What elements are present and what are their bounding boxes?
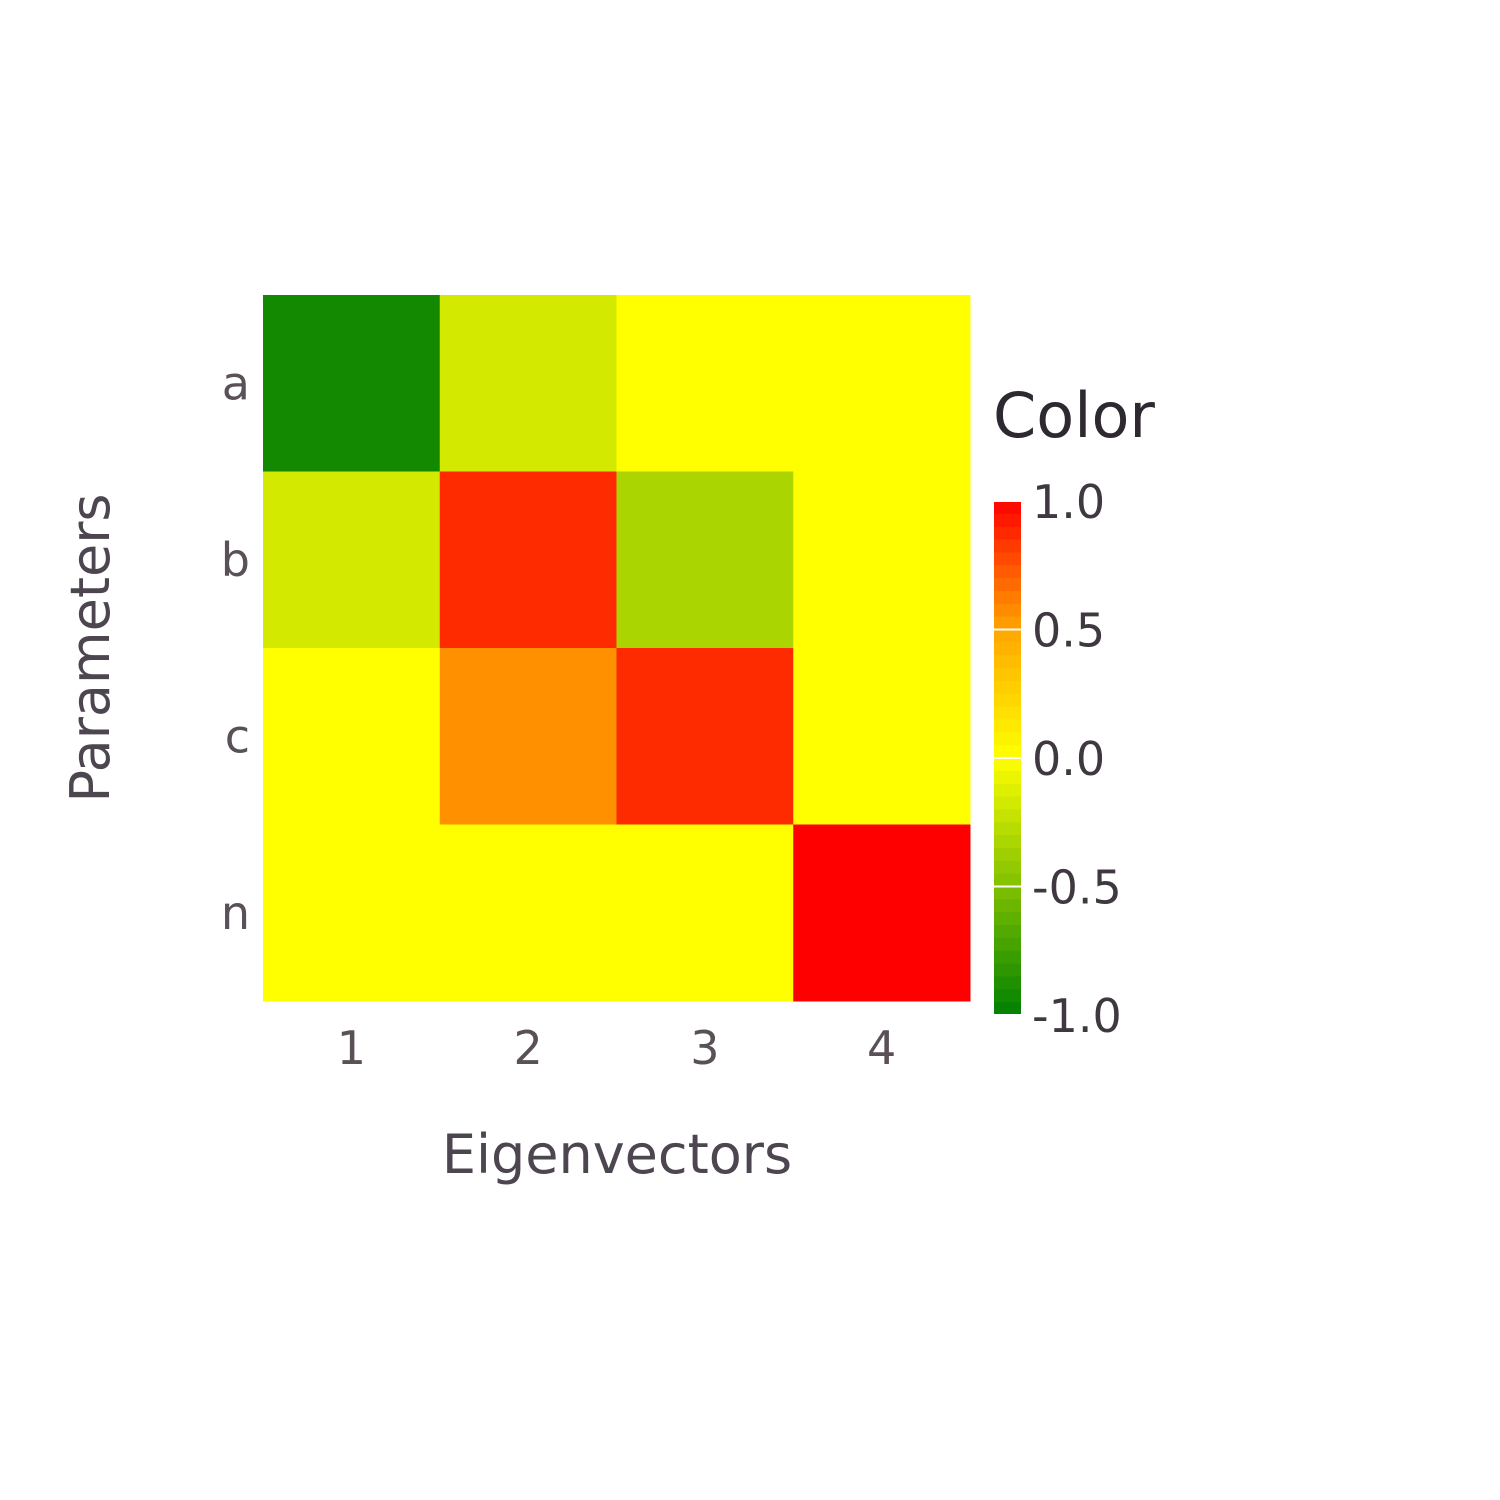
colorbar-segment <box>994 629 1021 643</box>
colorbar-segment <box>994 719 1021 733</box>
colorbar-gradient <box>994 501 1021 1016</box>
heatmap-cell-b-2 <box>439 471 617 649</box>
heatmap-cell-b-4 <box>793 471 971 649</box>
colorbar-segment <box>994 642 1021 656</box>
y-axis-title: Parameters <box>59 493 122 802</box>
x-tick-label: 3 <box>690 1021 719 1075</box>
colorbar-segment <box>994 1002 1021 1016</box>
colorbar-segment <box>994 706 1021 721</box>
colorbar-segment <box>994 847 1021 862</box>
heatmap-cell-c-3 <box>616 648 794 825</box>
heatmap-cell-a-4 <box>793 295 971 472</box>
colorbar-title: Color <box>993 379 1155 452</box>
colorbar-segment <box>994 770 1021 785</box>
heatmap-cell-c-1 <box>263 648 441 825</box>
y-tick-label: n <box>221 886 250 940</box>
colorbar-segment <box>994 539 1021 553</box>
colorbar-tick-label: 1.0 <box>1032 475 1105 529</box>
colorbar-segment <box>994 886 1021 900</box>
colorbar-tick-label: 0.5 <box>1032 604 1105 658</box>
x-tick-label: 1 <box>337 1021 366 1075</box>
x-tick-label: 4 <box>867 1021 896 1075</box>
heatmap-cell-n-4 <box>793 824 971 1002</box>
colorbar-segment <box>994 616 1021 631</box>
colorbar-segment <box>994 693 1021 708</box>
colorbar-segment <box>994 912 1021 926</box>
colorbar-segment <box>994 873 1021 888</box>
colorbar-segment <box>994 590 1021 605</box>
heatmap-cell-a-3 <box>616 295 794 472</box>
colorbar-segment <box>994 745 1021 759</box>
colorbar-segment <box>994 655 1021 669</box>
x-tick-label: 2 <box>513 1021 542 1075</box>
heatmap-cell-b-1 <box>263 471 441 649</box>
y-axis-ticks: a b c n <box>221 356 250 940</box>
heatmap-cell-c-2 <box>439 648 617 825</box>
y-tick-label: b <box>221 533 250 587</box>
colorbar-segment <box>994 552 1021 566</box>
colorbar-segment <box>994 513 1021 528</box>
colorbar-tick-label: 0.0 <box>1032 732 1105 786</box>
colorbar-segment <box>994 680 1021 695</box>
heatmap-cell-c-4 <box>793 648 971 825</box>
colorbar-tick-label: -0.5 <box>1032 861 1122 915</box>
colorbar-segment <box>994 899 1021 913</box>
colorbar-segment <box>994 578 1021 592</box>
heatmap-cell-n-1 <box>263 824 441 1002</box>
colorbar-segment <box>994 732 1021 746</box>
colorbar-segment <box>994 783 1021 798</box>
colorbar-segment <box>994 796 1021 810</box>
colorbar-segment <box>994 668 1021 682</box>
colorbar-segment <box>994 526 1021 541</box>
heatmap-cell-a-1 <box>263 295 441 472</box>
colorbar-segment <box>994 963 1021 978</box>
colorbar-segment <box>994 937 1021 952</box>
heatmap-cell-n-3 <box>616 824 794 1002</box>
colorbar-segment <box>994 809 1021 823</box>
heatmap-cell-n-2 <box>439 824 617 1002</box>
heatmap-cell-b-3 <box>616 471 794 649</box>
colorbar-ticks: 1.0 0.5 0.0 -0.5 -1.0 <box>994 475 1122 1043</box>
colorbar-segment <box>994 976 1021 990</box>
colorbar-segment <box>994 989 1021 1003</box>
y-tick-label: a <box>222 356 250 410</box>
x-axis-title: Eigenvectors <box>442 1123 792 1186</box>
colorbar-segment <box>994 501 1021 515</box>
colorbar-segment <box>994 835 1021 849</box>
colorbar-tick-label: -1.0 <box>1032 989 1122 1043</box>
colorbar-segment <box>994 925 1021 939</box>
colorbar-segment <box>994 565 1021 579</box>
colorbar-segment <box>994 758 1021 772</box>
y-tick-label: c <box>225 709 250 763</box>
x-axis-ticks: 1 2 3 4 <box>337 1021 897 1075</box>
colorbar-segment <box>994 860 1021 875</box>
colorbar-segment <box>994 822 1021 836</box>
heatmap-cells <box>263 295 971 1002</box>
heatmap-cell-a-2 <box>439 295 617 472</box>
colorbar-segment <box>994 950 1021 965</box>
colorbar-segment <box>994 603 1021 618</box>
